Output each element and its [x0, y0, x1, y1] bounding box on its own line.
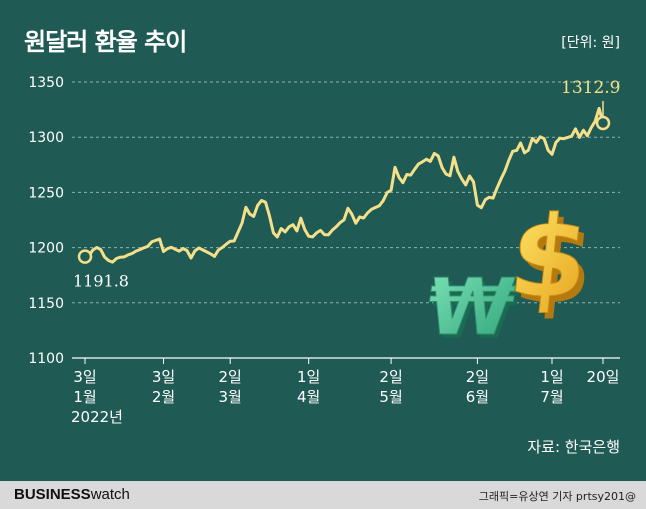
svg-text:$: $ — [509, 199, 601, 329]
x-tick-label: 2일 — [466, 368, 489, 386]
unit-label: [단위: 원] — [561, 35, 620, 51]
x-tick-label: 20일 — [587, 368, 620, 386]
y-tick-label: 1250 — [28, 185, 64, 201]
x-tick-label: 3일 — [152, 368, 175, 386]
end-value-label: 1312.9 — [561, 78, 620, 98]
svg-text:$: $ — [503, 193, 595, 323]
brand-logo: BUSINESSwatch — [14, 486, 130, 503]
annotation-marker — [77, 249, 93, 264]
x-tick-label: 7월 — [540, 388, 563, 406]
brand-bold: BUSINESS — [14, 486, 91, 503]
series-line — [83, 106, 605, 264]
x-tick-label: 5월 — [379, 388, 402, 406]
graphic-credit: 그래픽=유상연 기자 prtsy201@ — [478, 490, 636, 503]
x-tick-label: 3월 — [219, 388, 242, 406]
x-tick-label: 1월 — [73, 388, 96, 406]
x-tick-label: 4월 — [297, 388, 320, 406]
y-axis-ticks: 1100 1150 1200 1250 1300 1350 — [28, 75, 64, 367]
y-tick-label: 1300 — [28, 130, 64, 146]
footer-bar: BUSINESSwatch 그래픽=유상연 기자 prtsy201@ — [0, 481, 646, 509]
exchange-rate-line — [83, 106, 605, 264]
won-sign-icon: ₩ ₩ — [421, 262, 524, 357]
x-tick-label: 6월 — [466, 388, 489, 406]
y-tick-label: 1350 — [28, 75, 64, 91]
y-tick-label: 1150 — [28, 296, 64, 312]
svg-text:₩: ₩ — [421, 262, 520, 353]
annotations: 1191.8 1312.9 — [73, 78, 620, 291]
x-tick-label: 2월 — [152, 388, 175, 406]
dollar-sign-icon: $ $ — [503, 193, 601, 329]
source-label: 자료: 한국은행 — [527, 438, 620, 456]
x-tick-label: 2022년 — [71, 408, 123, 426]
brand-light: watch — [90, 486, 130, 503]
x-tick-label: 2일 — [379, 368, 402, 386]
svg-text:₩: ₩ — [425, 266, 524, 357]
x-tick-label: 1일 — [540, 368, 563, 386]
x-tick-label: 1일 — [297, 368, 320, 386]
y-tick-label: 1200 — [28, 241, 64, 257]
annotation-marker — [595, 115, 611, 131]
start-value-label: 1191.8 — [73, 272, 129, 291]
chart-title: 원달러 환율 추이 — [24, 28, 187, 56]
x-tick-label: 2일 — [219, 368, 242, 386]
x-tick-label: 3일 — [73, 368, 96, 386]
y-tick-label: 1100 — [28, 351, 64, 367]
x-axis-ticks: 3일 1월 2022년 3일 2월 2일 3월 1일 4월 2일 5월 2일 6월 1일 7월 20일 — [71, 358, 619, 426]
